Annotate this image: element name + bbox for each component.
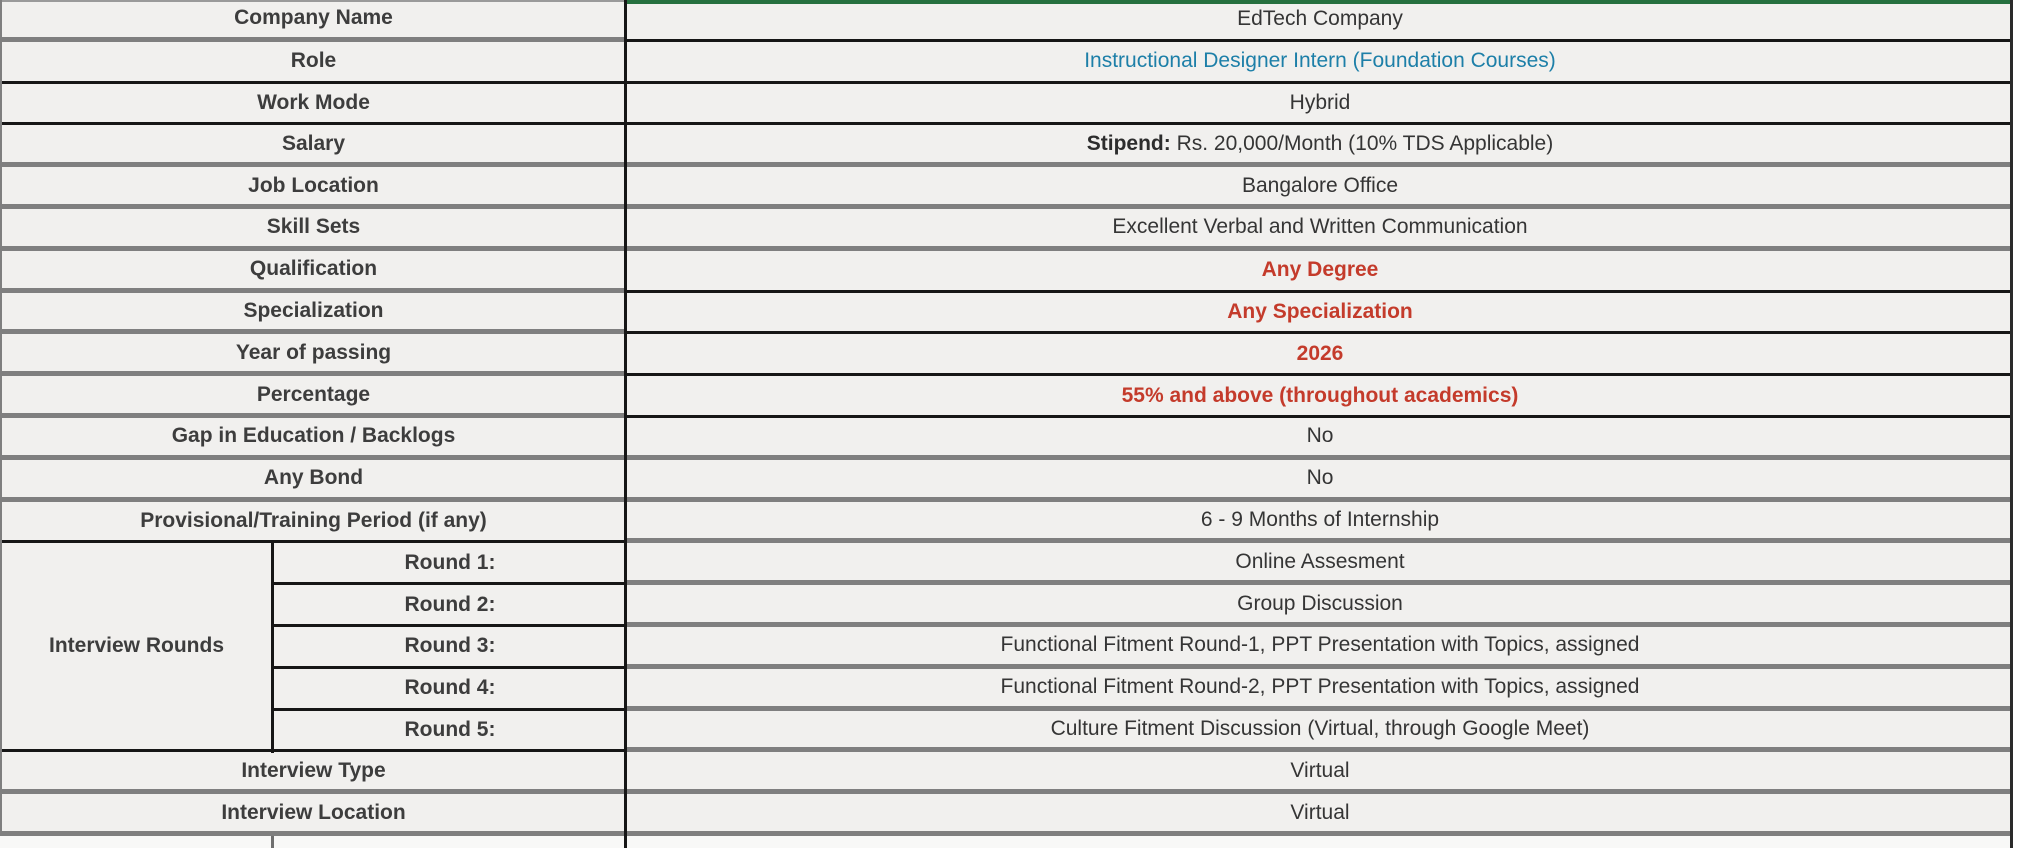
row-label-percentage: Percentage bbox=[0, 376, 627, 418]
row-value-qualification: Any Degree bbox=[627, 250, 2013, 293]
round-1-value: Online Assesment bbox=[627, 543, 2013, 586]
row-label-work-mode: Work Mode bbox=[0, 83, 627, 126]
row-value-year-of-passing: 2026 bbox=[627, 334, 2013, 377]
salary-rest-text: Rs. 20,000/Month (10% TDS Applicable) bbox=[1170, 131, 1554, 155]
partial-next-row-cell-left bbox=[0, 835, 273, 848]
row-value-provisional-training-period: 6 - 9 Months of Internship bbox=[627, 501, 2013, 544]
row-value-interview-type: Virtual bbox=[627, 752, 2013, 795]
row-label-company-name: Company Name bbox=[0, 0, 627, 42]
row-label-job-location: Job Location bbox=[0, 167, 627, 209]
round-4-label: Round 4: bbox=[273, 668, 627, 711]
row-label-interview-type: Interview Type bbox=[0, 752, 627, 795]
row-value-salary: Stipend: Rs. 20,000/Month (10% TDS Appli… bbox=[627, 125, 2013, 168]
row-label-provisional-training-period: Provisional/Training Period (if any) bbox=[0, 501, 627, 544]
right-edge-strip bbox=[2013, 0, 2020, 848]
round-5-value: Culture Fitment Discussion (Virtual, thr… bbox=[627, 710, 2013, 753]
round-2-value: Group Discussion bbox=[627, 585, 2013, 627]
partial-next-row-cell-middle bbox=[273, 835, 627, 848]
interview-rounds-section-label: Interview Rounds bbox=[0, 543, 273, 753]
row-label-gap-backlogs: Gap in Education / Backlogs bbox=[0, 417, 627, 460]
round-4-value: Functional Fitment Round-2, PPT Presenta… bbox=[627, 668, 2013, 711]
partial-next-row-cell-value bbox=[627, 835, 2013, 848]
row-label-skill-sets: Skill Sets bbox=[0, 208, 627, 251]
round-3-label: Round 3: bbox=[273, 626, 627, 669]
row-label-salary: Salary bbox=[0, 125, 627, 168]
row-label-qualification: Qualification bbox=[0, 250, 627, 293]
row-value-job-location: Bangalore Office bbox=[627, 167, 2013, 209]
round-3-value: Functional Fitment Round-1, PPT Presenta… bbox=[627, 626, 2013, 669]
row-label-role: Role bbox=[0, 41, 627, 84]
round-1-label: Round 1: bbox=[273, 543, 627, 586]
row-value-role: Instructional Designer Intern (Foundatio… bbox=[627, 41, 2013, 84]
row-label-any-bond: Any Bond bbox=[0, 459, 627, 502]
row-value-work-mode: Hybrid bbox=[627, 83, 2013, 126]
row-value-percentage: 55% and above (throughout academics) bbox=[627, 376, 2013, 418]
row-label-year-of-passing: Year of passing bbox=[0, 334, 627, 377]
row-value-specialization: Any Specialization bbox=[627, 292, 2013, 335]
round-5-label: Round 5: bbox=[273, 710, 627, 753]
row-value-any-bond: No bbox=[627, 459, 2013, 502]
row-value-skill-sets: Excellent Verbal and Written Communicati… bbox=[627, 208, 2013, 251]
row-value-company-name: EdTech Company bbox=[627, 0, 2013, 42]
row-label-interview-location: Interview Location bbox=[0, 794, 627, 836]
row-value-gap-backlogs: No bbox=[627, 417, 2013, 460]
salary-stipend-bold-text: Stipend: bbox=[1086, 131, 1171, 155]
round-2-label: Round 2: bbox=[273, 585, 627, 627]
row-value-interview-location: Virtual bbox=[627, 794, 2013, 836]
row-label-specialization: Specialization bbox=[0, 292, 627, 335]
